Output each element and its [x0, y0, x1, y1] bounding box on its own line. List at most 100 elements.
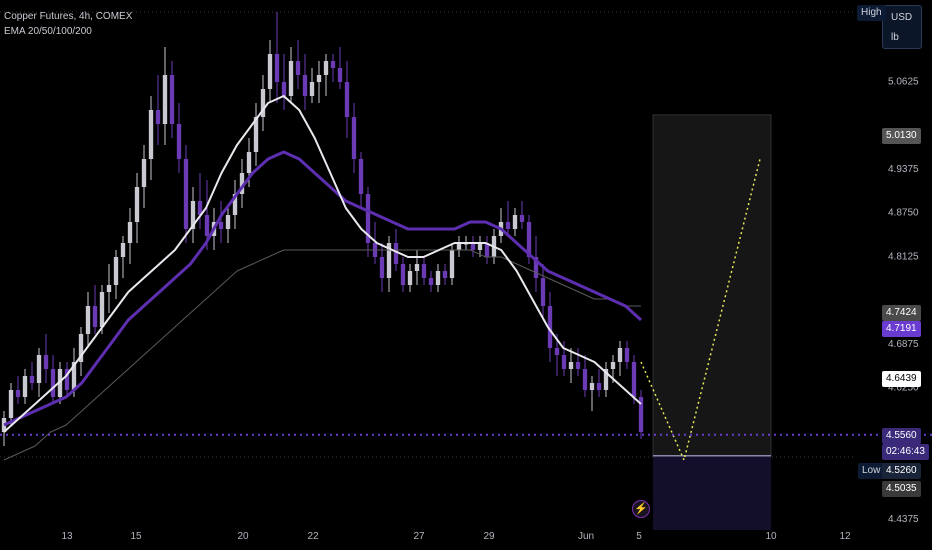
ema-price-tag-2: 4.7191 [882, 321, 921, 337]
candle-body [323, 61, 329, 75]
candle-body [589, 383, 595, 390]
candle-body [554, 348, 560, 355]
x-tick-label: 29 [483, 531, 495, 542]
candle-body [288, 61, 294, 96]
candle-body [484, 243, 490, 257]
ema-slow-line [3, 249, 641, 461]
stop-zone [653, 455, 771, 530]
x-tick-label: 27 [413, 531, 425, 542]
candle-body [540, 278, 546, 306]
x-tick-label: 12 [839, 531, 851, 542]
candle-body [379, 257, 385, 278]
candle-body [533, 257, 539, 278]
x-tick-label: 13 [61, 531, 73, 542]
candle-body [470, 243, 476, 250]
candle-body [134, 187, 140, 222]
candle-body [624, 348, 630, 362]
candle-body [428, 278, 434, 285]
candle-body [148, 110, 154, 159]
candle-body [596, 383, 602, 390]
candle-body [260, 89, 266, 117]
candle-body [337, 68, 343, 82]
candle-body [92, 306, 98, 327]
candle-body [330, 61, 336, 68]
candle-body [155, 110, 161, 124]
candle-body [197, 201, 203, 215]
low-price-tag: 4.5260 [882, 463, 921, 479]
target-zone [652, 114, 772, 457]
y-tick-label: 4.8750 [888, 208, 919, 219]
candle-body [407, 271, 413, 285]
unit-label[interactable]: lb [891, 32, 899, 43]
candle-body [15, 390, 21, 397]
candle-body [169, 75, 175, 124]
candle-body [512, 215, 518, 229]
candle-body [204, 215, 210, 236]
x-tick-label: 22 [307, 531, 319, 542]
candle-body [71, 362, 77, 390]
candle-body [8, 390, 14, 418]
candle-body [561, 355, 567, 369]
candle-body [232, 194, 238, 215]
candle-body [120, 243, 126, 257]
candle-body [162, 75, 168, 124]
candle-body [421, 264, 427, 278]
candle-body [435, 271, 441, 285]
target-price-tag: 5.0130 [882, 128, 921, 144]
candle-body [57, 369, 63, 397]
y-tick-label: 4.9375 [888, 164, 919, 175]
x-tick-label: Jun [578, 531, 594, 542]
candle-body [547, 306, 553, 348]
y-tick-label: 4.4375 [888, 514, 919, 525]
candle-body [64, 369, 70, 390]
candle-body [253, 117, 259, 152]
candle-body [267, 54, 273, 89]
candle-body [309, 82, 315, 96]
ema-price-tag-3: 4.6439 [882, 371, 921, 387]
x-tick-label: 5 [636, 531, 642, 542]
candle-body [246, 152, 252, 173]
x-tick-label: 10 [765, 531, 777, 542]
ema-fast-line [3, 95, 642, 433]
candle-body [43, 355, 49, 369]
ema-price-tag-1: 4.7424 [882, 305, 921, 321]
candle-body [36, 355, 42, 383]
candle-body [414, 264, 420, 271]
candle-body [582, 369, 588, 390]
candle-body [477, 243, 483, 250]
candle-body [141, 159, 147, 187]
chart-legend: Copper Futures, 4h, COMEX EMA 20/50/100/… [4, 9, 132, 39]
candle-body [344, 82, 350, 117]
candle-body [456, 243, 462, 250]
candle-body [22, 376, 28, 397]
candle-body [113, 257, 119, 285]
low-marker: Low [858, 463, 885, 479]
candle-body [442, 271, 448, 278]
candle-body [316, 75, 322, 82]
scale-settings-box[interactable]: USD lb [882, 5, 922, 49]
candle-body [239, 173, 245, 194]
stop-price-tag: 4.5035 [882, 481, 921, 497]
indicator-label: EMA 20/50/100/200 [4, 26, 92, 37]
y-tick-label: 4.6875 [888, 339, 919, 350]
candle-body [400, 264, 406, 285]
candle-body [281, 82, 287, 96]
symbol-title: Copper Futures, 4h, COMEX [4, 11, 133, 22]
candle-body [183, 159, 189, 229]
x-tick-label: 15 [130, 531, 142, 542]
candle-body [519, 215, 525, 222]
candle-body [638, 397, 644, 432]
y-tick-label: 5.0625 [888, 76, 919, 87]
candle-body [302, 75, 308, 96]
candle-body [365, 194, 371, 243]
candle-body [295, 61, 301, 75]
candle-body [78, 334, 84, 362]
candle-body [610, 362, 616, 369]
candle-body [575, 362, 581, 369]
candle-body [386, 243, 392, 278]
candle-body [449, 250, 455, 278]
candle-body [351, 117, 357, 159]
lightning-icon[interactable]: ⚡ [632, 500, 650, 518]
currency-label[interactable]: USD [891, 12, 913, 23]
